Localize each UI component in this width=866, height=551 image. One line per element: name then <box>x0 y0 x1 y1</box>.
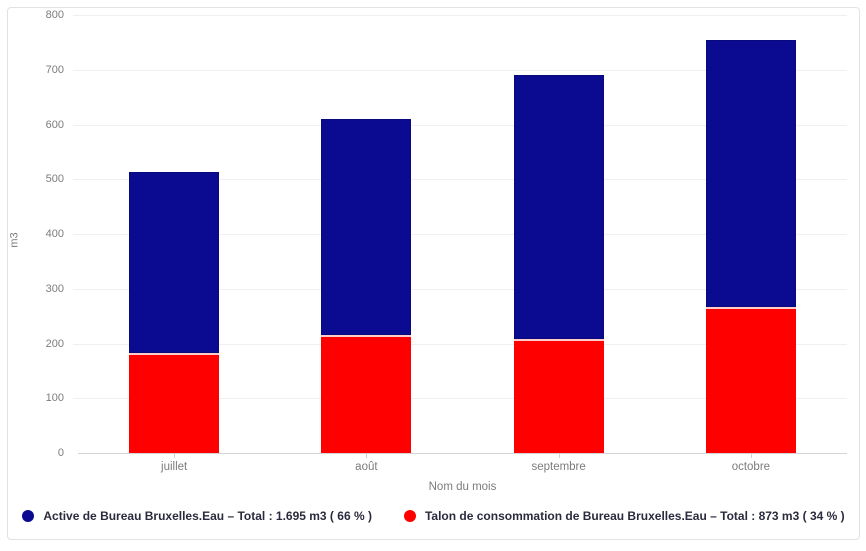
legend-marker-active-icon <box>22 510 35 522</box>
chart-widget: 0 100 200 300 400 500 600 700 800 m3 juillet août… <box>7 7 860 540</box>
bar-segment-talon-août[interactable] <box>321 335 412 453</box>
y-axis-title: m3 <box>8 232 21 248</box>
y-tick-label: 600 <box>45 118 64 131</box>
gridline <box>73 343 847 345</box>
y-tick-label: 400 <box>45 228 64 240</box>
gridline <box>73 124 847 126</box>
bar-segment-talon-septembre[interactable] <box>513 339 604 453</box>
legend-item-talon[interactable]: Talon de consommation de Bureau Bruxelle… <box>403 509 845 523</box>
y-tick-label: 0 <box>57 447 64 459</box>
bar-segment-active-juillet[interactable] <box>129 172 220 353</box>
legend-label-talon: Talon de consommation de Bureau Bruxelle… <box>424 509 845 523</box>
x-tick-label-juillet: juillet <box>161 461 188 473</box>
gridline <box>73 288 847 290</box>
gridline <box>73 179 847 181</box>
x-axis-tick-labels: juillet août septembre octobre <box>78 461 847 477</box>
legend-item-active[interactable]: Active de Bureau Bruxelles.Eau – Total :… <box>22 509 372 523</box>
plot-area <box>73 15 847 454</box>
legend: Active de Bureau Bruxelles.Eau – Total :… <box>8 509 859 523</box>
y-axis-tick-labels: 0 100 200 300 400 500 600 700 800 <box>8 9 70 459</box>
y-tick-label: 300 <box>45 282 64 295</box>
gridline <box>73 69 847 71</box>
x-tick-label-septembre: septembre <box>531 461 586 473</box>
x-tick <box>750 453 752 458</box>
bar-segment-active-octobre[interactable] <box>705 39 796 307</box>
x-axis-ticks <box>78 453 847 459</box>
bar-segment-talon-juillet[interactable] <box>129 352 220 453</box>
bar-segment-active-septembre[interactable] <box>513 75 604 340</box>
bar-segment-active-août[interactable] <box>321 119 412 336</box>
y-tick-label: 800 <box>45 9 64 21</box>
legend-label-active: Active de Bureau Bruxelles.Eau – Total :… <box>43 509 372 523</box>
gridline <box>73 398 847 400</box>
gridline <box>73 234 847 235</box>
y-tick-label: 100 <box>45 392 64 405</box>
x-tick-label-août: août <box>355 461 378 473</box>
legend-marker-talon-icon <box>403 510 416 522</box>
gridline <box>73 15 847 16</box>
bar-segment-talon-octobre[interactable] <box>705 306 796 453</box>
y-tick-label: 200 <box>45 337 64 350</box>
y-tick-label: 500 <box>45 173 64 186</box>
x-tick-label-octobre: octobre <box>731 461 771 473</box>
x-tick <box>366 453 368 458</box>
x-tick <box>558 453 560 458</box>
x-tick <box>174 453 176 458</box>
y-tick-label: 700 <box>45 63 64 76</box>
x-axis-title: Nom du mois <box>428 481 497 493</box>
